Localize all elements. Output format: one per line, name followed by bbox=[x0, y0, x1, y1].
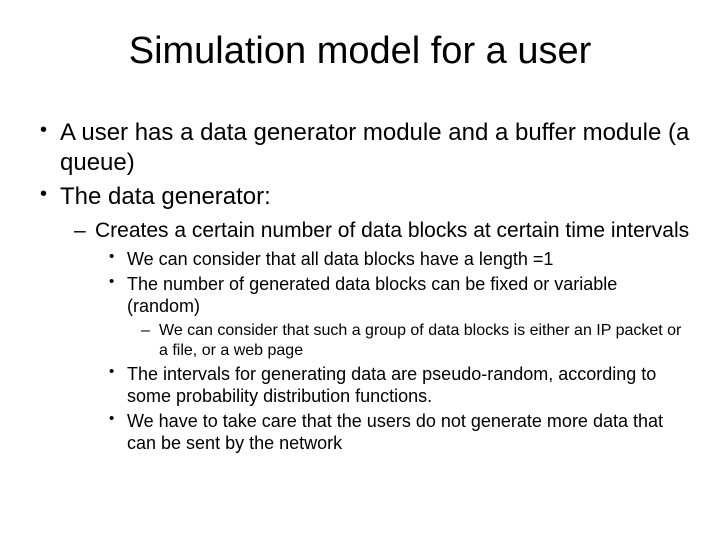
bullet-text: A user has a data generator module and a… bbox=[60, 119, 689, 176]
list-item: The data generator: Creates a certain nu… bbox=[30, 182, 690, 455]
bullet-list-level4: We can consider that such a group of dat… bbox=[127, 321, 690, 361]
bullet-list-level2: Creates a certain number of data blocks … bbox=[60, 218, 690, 455]
bullet-text: The data generator: bbox=[60, 183, 271, 210]
bullet-text: We have to take care that the users do n… bbox=[127, 411, 663, 454]
list-item: We can consider that such a group of dat… bbox=[127, 321, 690, 361]
list-item: The intervals for generating data are ps… bbox=[95, 363, 690, 408]
slide-title: Simulation model for a user bbox=[30, 30, 690, 73]
bullet-text: We can consider that all data blocks hav… bbox=[127, 249, 553, 269]
bullet-text: We can consider that such a group of dat… bbox=[159, 322, 681, 359]
bullet-text: Creates a certain number of data blocks … bbox=[95, 219, 689, 242]
list-item: Creates a certain number of data blocks … bbox=[60, 218, 690, 455]
list-item: The number of generated data blocks can … bbox=[95, 273, 690, 361]
bullet-list-level1: A user has a data generator module and a… bbox=[30, 118, 690, 455]
bullet-text: The number of generated data blocks can … bbox=[127, 274, 617, 317]
bullet-list-level3: We can consider that all data blocks hav… bbox=[95, 248, 690, 455]
bullet-text: The intervals for generating data are ps… bbox=[127, 364, 656, 407]
list-item: A user has a data generator module and a… bbox=[30, 118, 690, 178]
list-item: We can consider that all data blocks hav… bbox=[95, 248, 690, 271]
list-item: We have to take care that the users do n… bbox=[95, 410, 690, 455]
